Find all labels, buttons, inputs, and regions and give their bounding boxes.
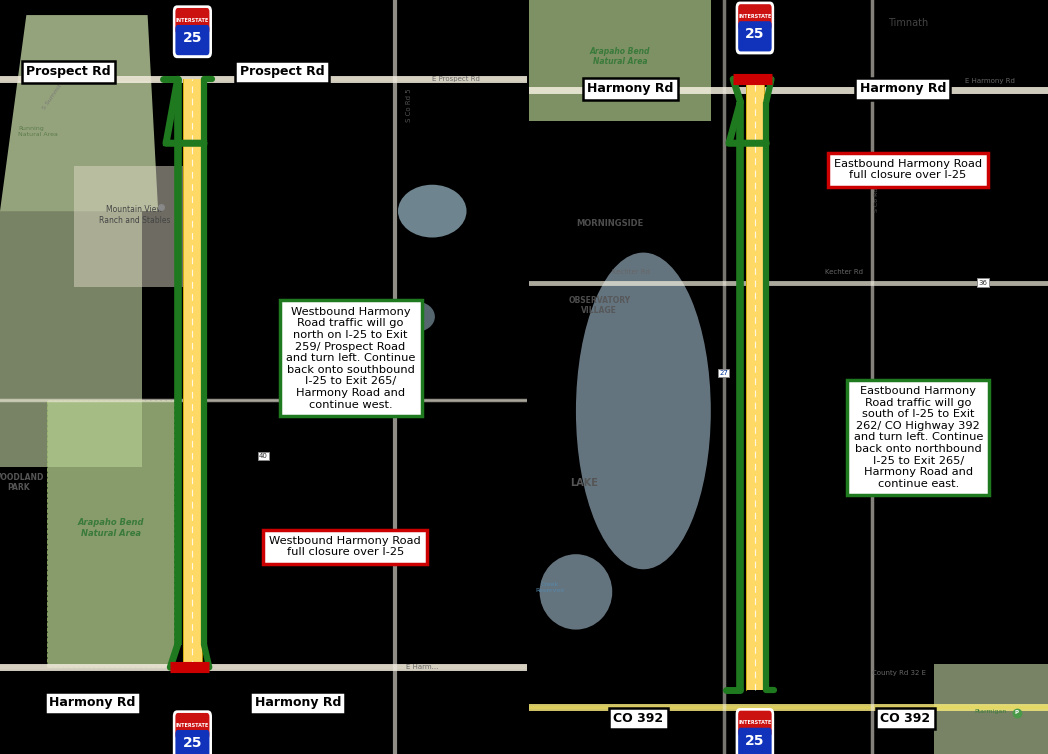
Text: S Co Rd 5: S Co Rd 5 (406, 345, 412, 378)
FancyBboxPatch shape (736, 2, 774, 54)
Text: 36: 36 (979, 280, 987, 286)
Text: 25: 25 (182, 31, 202, 45)
FancyBboxPatch shape (73, 166, 190, 287)
Text: Westbound Harmony
Road traffic will go
north on I-25 to Exit
259/ Prospect Road
: Westbound Harmony Road traffic will go n… (286, 307, 415, 409)
FancyBboxPatch shape (175, 713, 210, 739)
Text: E Prospect Rd: E Prospect Rd (432, 76, 480, 82)
Text: County Rd 32 E: County Rd 32 E (872, 670, 925, 676)
Text: Kechter Rd: Kechter Rd (612, 268, 650, 274)
Ellipse shape (576, 253, 711, 569)
FancyBboxPatch shape (175, 25, 210, 55)
FancyBboxPatch shape (738, 21, 771, 51)
Text: Prospect Rd: Prospect Rd (240, 65, 324, 78)
Text: LAKE: LAKE (570, 478, 597, 489)
Text: Kechter Rd: Kechter Rd (825, 268, 863, 274)
Text: Arapaho Bend
Natural Area: Arapaho Bend Natural Area (78, 518, 144, 538)
FancyBboxPatch shape (175, 730, 210, 754)
FancyBboxPatch shape (736, 708, 774, 754)
Polygon shape (0, 211, 143, 467)
FancyBboxPatch shape (183, 79, 202, 667)
Text: CO 392: CO 392 (880, 712, 931, 725)
Text: E Harmony Rd: E Harmony Rd (965, 78, 1014, 84)
Text: Harmony Rd: Harmony Rd (49, 696, 135, 710)
Text: INTERSTATE: INTERSTATE (176, 723, 209, 728)
FancyBboxPatch shape (745, 79, 764, 690)
Text: Eastbound Harmony Road
full closure over I-25: Eastbound Harmony Road full closure over… (834, 159, 982, 180)
Text: 40: 40 (259, 453, 268, 459)
Text: Westbound Harmony Road
full closure over I-25: Westbound Harmony Road full closure over… (269, 536, 421, 557)
FancyBboxPatch shape (934, 664, 1048, 754)
Text: Prospect Rd: Prospect Rd (26, 65, 111, 78)
Polygon shape (529, 0, 711, 121)
Text: 25: 25 (745, 734, 765, 748)
Text: P: P (1014, 710, 1019, 715)
Text: Harmony Rd: Harmony Rd (859, 82, 946, 96)
Text: Running
Natural Area: Running Natural Area (19, 126, 59, 136)
Text: Harmony Rd: Harmony Rd (587, 82, 674, 96)
FancyBboxPatch shape (175, 8, 210, 34)
Text: 27: 27 (719, 370, 728, 376)
FancyBboxPatch shape (738, 728, 771, 754)
FancyBboxPatch shape (173, 710, 212, 754)
Text: Harmony Rd: Harmony Rd (255, 696, 341, 710)
Text: Ptarmigan: Ptarmigan (975, 709, 1007, 713)
Text: E Harm...: E Harm... (406, 664, 438, 670)
Text: Creek
Reservoir: Creek Reservoir (536, 582, 565, 593)
Text: Timnath: Timnath (313, 559, 351, 568)
Polygon shape (47, 400, 174, 667)
Text: Timnath: Timnath (888, 18, 929, 29)
Text: Eastbound Harmony
Road traffic will go
south of I-25 to Exit
262/ CO Highway 392: Eastbound Harmony Road traffic will go s… (854, 386, 983, 489)
Ellipse shape (398, 302, 435, 332)
Text: OBSERVATORY
VILLAGE: OBSERVATORY VILLAGE (568, 296, 630, 315)
FancyBboxPatch shape (173, 5, 212, 58)
Text: INTERSTATE: INTERSTATE (738, 14, 771, 19)
Text: INTERSTATE: INTERSTATE (738, 721, 771, 725)
Text: Arapaho Bend
Natural Area: Arapaho Bend Natural Area (590, 47, 650, 66)
Ellipse shape (398, 185, 466, 238)
Text: Mountain View
Ranch and Stables: Mountain View Ranch and Stables (99, 205, 170, 225)
Text: S Summit View Dr: S Summit View Dr (42, 61, 79, 110)
FancyBboxPatch shape (738, 5, 771, 30)
Text: 25: 25 (182, 736, 202, 750)
Ellipse shape (540, 554, 612, 630)
Text: MORNINGSIDE: MORNINGSIDE (576, 219, 643, 228)
Text: WOODLAND
PARK: WOODLAND PARK (0, 473, 44, 492)
Text: 25: 25 (745, 27, 765, 41)
Polygon shape (0, 15, 158, 211)
Text: S Co Rd 5: S Co Rd 5 (406, 88, 412, 121)
Text: S Co Rd: S Co Rd (874, 188, 879, 212)
Text: CO 392: CO 392 (613, 712, 663, 725)
FancyBboxPatch shape (738, 711, 771, 737)
Text: INTERSTATE: INTERSTATE (176, 18, 209, 23)
